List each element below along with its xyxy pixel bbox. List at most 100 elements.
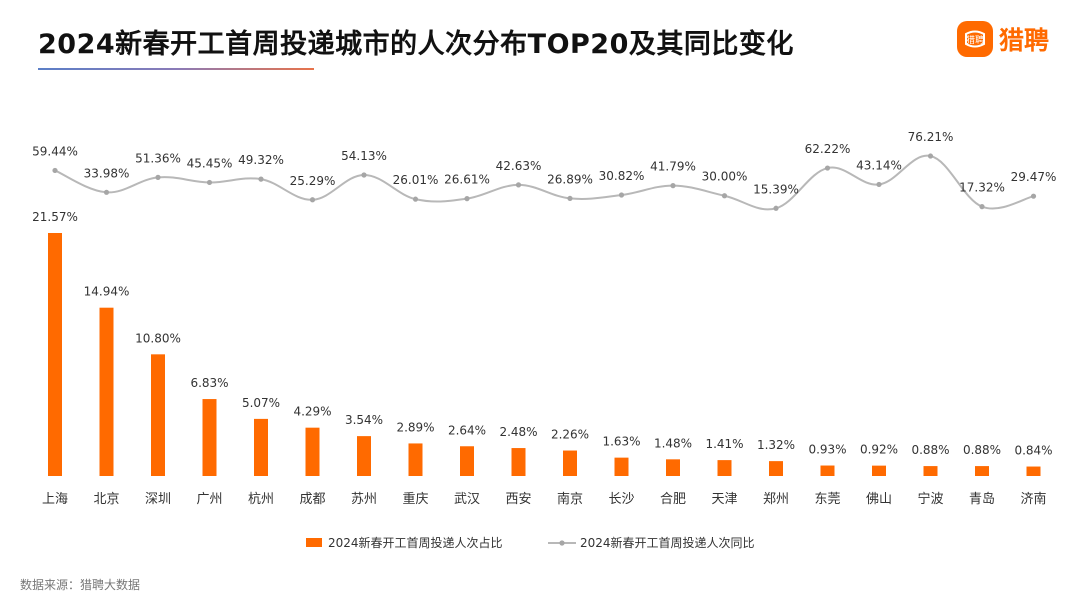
bar-label-5: 4.29% [293,405,331,419]
bar-label-11: 1.63% [602,435,640,449]
rate-point-3 [206,179,213,186]
bar-label-16: 0.92% [860,443,898,457]
bar-10 [563,450,577,476]
rate-point-4 [258,176,264,182]
rate-point-13 [721,193,728,199]
rate-label-12: 41.79% [650,160,696,174]
bar-0 [48,233,62,476]
bar-label-15: 0.93% [808,443,846,457]
bar-16 [872,465,886,476]
bar-3 [202,399,217,476]
rate-point-6 [361,172,367,178]
rate-label-13: 30.00% [702,170,748,184]
bar-17 [923,466,938,476]
rate-label-10: 26.89% [547,172,593,186]
rate-label-8: 26.61% [444,173,490,187]
legend: 2024新春开工首周投递人次占比 2024新春开工首周投递人次同比 [306,535,755,550]
bar-label-2: 10.80% [135,331,181,345]
rate-label-19: 29.47% [1011,170,1057,184]
rate-label-4: 49.32% [238,153,284,167]
rate-point-17 [927,153,934,159]
rate-point-8 [464,196,470,202]
category-label-13: 天津 [711,492,737,507]
rate-point-15 [824,165,831,171]
brand-logo: 猎聘 猎聘 [957,21,1049,57]
legend-marker-rate [559,540,565,546]
bar-13 [717,460,732,476]
rate-label-6: 54.13% [341,149,387,163]
bar-label-6: 3.54% [345,413,383,427]
bar-label-0: 21.57% [32,210,78,224]
category-label-18: 青岛 [969,491,995,507]
rate-point-18 [979,204,985,210]
bar-7 [408,443,423,476]
category-label-14: 郑州 [763,492,789,507]
rate-point-19 [1030,193,1037,199]
bar-11 [614,457,629,476]
bar-label-1: 14.94% [84,285,130,299]
rate-label-9: 42.63% [496,159,542,173]
category-label-12: 合肥 [660,492,686,507]
rate-point-10 [567,195,573,202]
rate-line-layer: 59.44% 33.98% 51.36% 45.45% 49.32% 25.29% 54.1… [32,130,1056,211]
rate-label-15: 62.22% [805,142,851,156]
bar-14 [769,461,783,476]
rate-point-9 [515,182,522,188]
rate-label-16: 43.14% [856,158,902,172]
rate-point-11 [618,192,625,198]
category-label-15: 东莞 [814,492,840,507]
category-label-3: 广州 [196,492,222,507]
rate-label-14: 15.39% [753,182,799,196]
bar-9 [511,448,526,476]
bar-1 [99,307,114,476]
bar-label-18: 0.88% [963,443,1001,457]
category-label-9: 西安 [505,492,531,507]
category-label-11: 长沙 [608,492,634,507]
rate-label-1: 33.98% [84,166,130,180]
rate-label-7: 26.01% [393,173,439,187]
rate-point-16 [876,181,882,188]
category-label-17: 宁波 [917,491,943,507]
bar-label-19: 0.84% [1014,444,1052,458]
rate-point-14 [773,205,779,211]
bar-4 [254,418,268,476]
rate-label-5: 25.29% [290,174,336,188]
legend-label-share: 2024新春开工首周投递人次占比 [328,535,503,550]
bar-15 [820,465,835,476]
rate-label-11: 30.82% [599,169,645,183]
brand-mark-text: 猎聘 [966,34,984,46]
category-label-19: 济南 [1020,491,1046,507]
rate-label-2: 51.36% [135,151,181,165]
brand-mark-icon: 猎聘 [957,21,993,57]
bar-5 [305,427,320,476]
category-label-1: 北京 [93,492,119,507]
category-label-4: 杭州 [248,492,274,507]
category-label-8: 武汉 [454,492,480,507]
bar-label-8: 2.64% [448,423,486,437]
rate-label-17: 76.21% [908,130,954,144]
bar-2 [151,354,165,476]
rate-label-0: 59.44% [32,144,78,158]
rate-point-2 [155,174,161,180]
rate-point-12 [670,183,676,189]
bar-label-14: 1.32% [757,438,795,452]
bar-8 [460,446,474,476]
bar-19 [1026,466,1041,476]
rate-point-5 [309,197,316,203]
bar-label-4: 5.07% [242,396,280,410]
category-label-2: 深圳 [145,492,171,507]
data-source-note: 数据来源：猎聘大数据 [20,578,141,592]
bar-18 [975,466,989,476]
rate-point-7 [412,196,419,202]
bar-label-7: 2.89% [396,420,434,434]
legend-label-rate: 2024新春开工首周投递人次同比 [580,535,755,550]
category-label-16: 佛山 [866,492,892,507]
bar-label-17: 0.88% [911,443,949,457]
rate-point-1 [103,189,110,195]
bar-6 [357,436,371,476]
category-label-5: 成都 [299,492,325,507]
title-underline [38,68,314,70]
bar-12 [666,459,680,476]
chart-title: 2024新春开工首周投递城市的人次分布TOP20及其同比变化 [38,29,794,60]
